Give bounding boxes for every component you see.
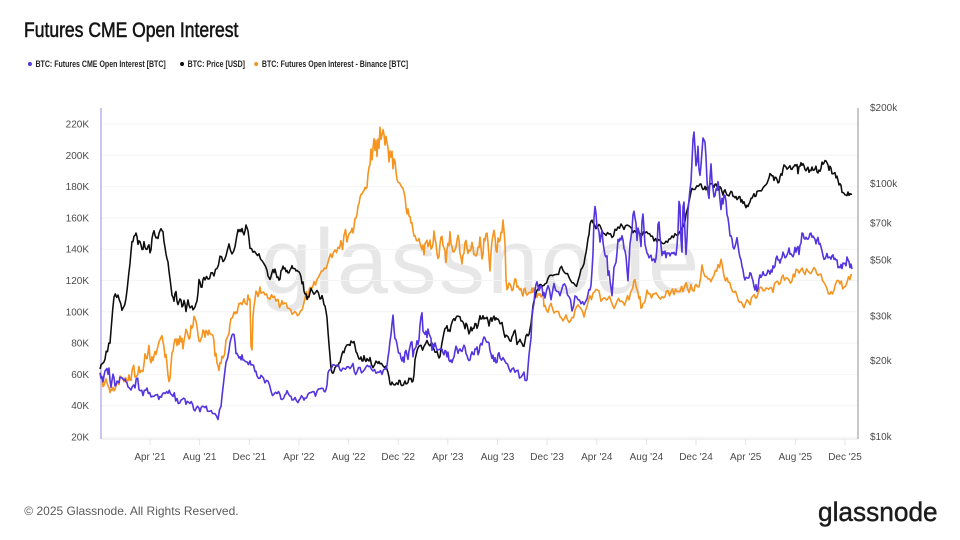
svg-text:Dec '21: Dec '21 (233, 452, 267, 463)
svg-text:20K: 20K (71, 433, 89, 444)
svg-text:$100k: $100k (870, 179, 898, 190)
svg-text:200K: 200K (66, 151, 90, 162)
svg-text:80K: 80K (71, 339, 89, 350)
svg-text:100K: 100K (66, 307, 90, 318)
svg-text:Aug '23: Aug '23 (481, 452, 515, 463)
svg-text:$30k: $30k (870, 311, 893, 322)
svg-text:Apr '24: Apr '24 (581, 452, 613, 463)
svg-text:Aug '24: Aug '24 (630, 452, 664, 463)
svg-text:Apr '23: Apr '23 (432, 452, 464, 463)
svg-text:Aug '22: Aug '22 (332, 452, 366, 463)
svg-text:Aug '21: Aug '21 (183, 452, 217, 463)
svg-text:Dec '22: Dec '22 (381, 452, 415, 463)
svg-text:glassnode: glassnode (260, 211, 701, 313)
svg-text:$20k: $20k (870, 356, 893, 367)
svg-text:Apr '25: Apr '25 (730, 452, 762, 463)
svg-text:Apr '21: Apr '21 (134, 452, 166, 463)
svg-text:$10k: $10k (870, 432, 893, 443)
svg-text:180K: 180K (66, 182, 90, 193)
svg-text:120K: 120K (66, 276, 90, 287)
svg-text:$50k: $50k (870, 255, 893, 266)
svg-text:Aug '25: Aug '25 (778, 452, 812, 463)
svg-text:60K: 60K (71, 370, 89, 381)
svg-text:160K: 160K (66, 213, 90, 224)
svg-text:$70k: $70k (870, 218, 893, 229)
svg-text:140K: 140K (66, 245, 90, 256)
svg-text:Dec '23: Dec '23 (530, 452, 564, 463)
svg-text:Apr '22: Apr '22 (283, 452, 315, 463)
svg-text:Dec '25: Dec '25 (828, 452, 862, 463)
svg-text:220K: 220K (66, 120, 90, 131)
svg-text:Dec '24: Dec '24 (679, 452, 713, 463)
svg-text:40K: 40K (71, 401, 89, 412)
svg-text:$200k: $200k (870, 103, 898, 114)
